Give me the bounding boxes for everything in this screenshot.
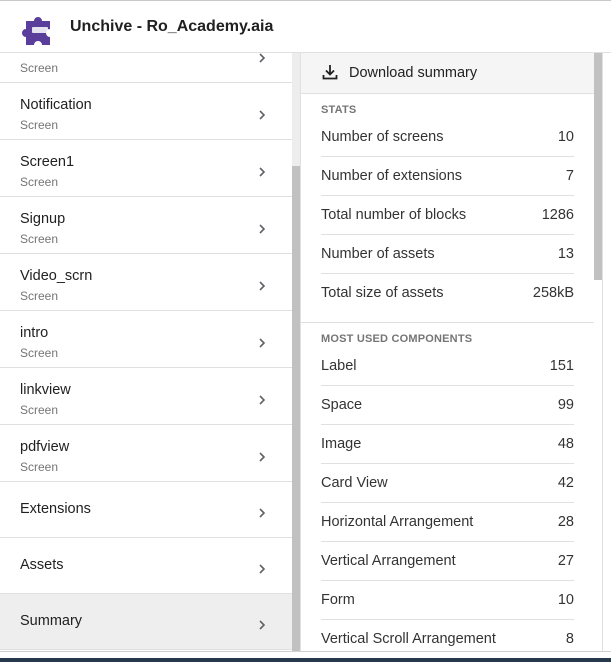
app-header: Unchive - Ro_Academy.aia <box>0 0 611 53</box>
section-item-extensions[interactable]: Extensions <box>0 482 292 538</box>
chevron-right-icon <box>257 221 267 234</box>
chevron-right-icon <box>257 449 267 462</box>
component-row: Space 99 <box>321 386 574 425</box>
screen-item-name: Video_scrn <box>20 268 93 284</box>
screen-item[interactable]: Video_scrn Screen <box>0 254 292 311</box>
screen-item[interactable]: Notification Screen <box>0 83 292 140</box>
chevron-right-icon <box>257 392 267 405</box>
chevron-right-icon <box>257 278 267 291</box>
section-divider <box>301 322 594 323</box>
screen-item-name: linkview <box>20 382 71 398</box>
row-value: 258kB <box>532 285 574 301</box>
download-summary-label: Download summary <box>349 65 478 81</box>
screen-item-type: Screen <box>20 175 59 189</box>
chevron-right-icon <box>257 617 267 630</box>
component-row: Vertical Arrangement 27 <box>321 542 574 581</box>
row-value: 99 <box>557 397 574 413</box>
screen-item-type: Screen <box>20 289 59 303</box>
screen-item-name: Notification <box>20 97 92 113</box>
row-label: Number of screens <box>321 129 444 145</box>
chevron-right-icon <box>257 107 267 120</box>
right-scrollbar-thumb[interactable] <box>594 53 602 280</box>
component-row: Vertical Scroll Arrangement 8 <box>321 620 574 651</box>
screen-item[interactable]: Screen <box>0 53 292 83</box>
window-edge <box>602 53 611 651</box>
row-value: 28 <box>557 514 574 530</box>
screen-item[interactable]: Screen1 Screen <box>0 140 292 197</box>
component-row: Card View 42 <box>321 464 574 503</box>
screen-item[interactable]: Signup Screen <box>0 197 292 254</box>
right-scrollbar-track[interactable] <box>594 53 602 651</box>
row-value: 10 <box>557 592 574 608</box>
stat-row: Number of assets 13 <box>321 235 574 274</box>
row-label: Vertical Scroll Arrangement <box>321 631 496 647</box>
chevron-right-icon <box>257 335 267 348</box>
screen-item-name: pdfview <box>20 439 70 455</box>
screen-item-name: Screen1 <box>20 154 75 170</box>
row-label: Total number of blocks <box>321 207 467 223</box>
row-label: Form <box>321 592 355 608</box>
chevron-right-icon <box>257 53 267 63</box>
bottom-border <box>0 651 611 662</box>
row-label: Image <box>321 436 362 452</box>
section-item-label: Summary <box>20 613 83 629</box>
stat-row: Total number of blocks 1286 <box>321 196 574 235</box>
row-value: 10 <box>557 129 574 145</box>
screen-item-type: Screen <box>20 232 59 246</box>
screen-item-name: intro <box>20 325 49 341</box>
screen-item[interactable]: linkview Screen <box>0 368 292 425</box>
section-item-label: Assets <box>20 557 64 573</box>
row-label: Vertical Arrangement <box>321 553 456 569</box>
row-value: 27 <box>557 553 574 569</box>
screen-item-type: Screen <box>20 61 59 75</box>
stat-row: Total size of assets 258kB <box>321 274 574 313</box>
puzzle-piece-icon <box>22 17 50 45</box>
component-row: Image 48 <box>321 425 574 464</box>
screen-item-type: Screen <box>20 118 59 132</box>
row-label: Space <box>321 397 363 413</box>
section-item-assets[interactable]: Assets <box>0 538 292 594</box>
screen-item-type: Screen <box>20 460 59 474</box>
row-value: 42 <box>557 475 574 491</box>
chevron-right-icon <box>257 505 267 518</box>
app-title: Unchive - Ro_Academy.aia <box>70 18 274 35</box>
row-label: Label <box>321 358 357 374</box>
row-label: Number of extensions <box>321 168 463 184</box>
stat-row: Number of screens 10 <box>321 118 574 157</box>
component-row: Label 151 <box>321 347 574 386</box>
stats-section-header: STATS <box>321 104 357 116</box>
download-icon <box>322 65 338 80</box>
screen-item-type: Screen <box>20 403 59 417</box>
left-scrollbar-thumb[interactable] <box>292 166 300 651</box>
section-item-summary[interactable]: Summary <box>0 594 292 650</box>
chevron-right-icon <box>257 561 267 574</box>
stat-row: Number of extensions 7 <box>321 157 574 196</box>
row-label: Number of assets <box>321 246 435 262</box>
components-section-header: MOST USED COMPONENTS <box>321 333 473 345</box>
row-value: 13 <box>557 246 574 262</box>
row-label: Card View <box>321 475 388 491</box>
screens-list-panel: Screen Notification Screen Screen1 Screen Sig… <box>0 53 292 651</box>
screen-item[interactable]: pdfview Screen <box>0 425 292 482</box>
screen-item-name: Signup <box>20 211 66 227</box>
component-row: Horizontal Arrangement 28 <box>321 503 574 542</box>
summary-panel: Download summary STATS Number of screens… <box>300 53 594 651</box>
row-value: 8 <box>565 631 574 647</box>
row-value: 151 <box>549 358 574 374</box>
component-row: Form 10 <box>321 581 574 620</box>
row-value: 7 <box>565 168 574 184</box>
screen-item[interactable]: intro Screen <box>0 311 292 368</box>
row-label: Horizontal Arrangement <box>321 514 474 530</box>
chevron-right-icon <box>257 164 267 177</box>
taskbar-edge <box>0 658 611 662</box>
row-label: Total size of assets <box>321 285 444 301</box>
row-value: 1286 <box>541 207 574 223</box>
section-item-label: Extensions <box>20 501 91 517</box>
row-value: 48 <box>557 436 574 452</box>
download-summary-button[interactable]: Download summary <box>301 53 594 94</box>
screen-item-type: Screen <box>20 346 59 360</box>
